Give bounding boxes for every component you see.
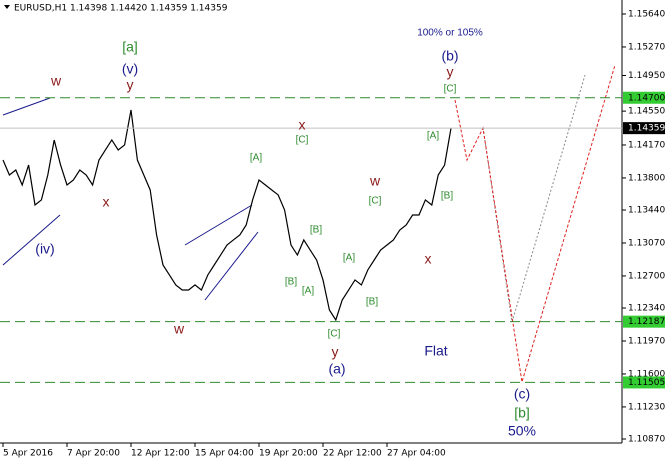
level-box: [623, 91, 665, 104]
wave-label: 100% or 105%: [417, 28, 483, 39]
channel-line: [2, 214, 61, 266]
price-line: [2, 109, 452, 322]
wave-label: [A]: [250, 153, 262, 164]
wave-label: [A]: [302, 286, 314, 297]
wave-label: w: [50, 73, 62, 89]
wave-label: [C]: [444, 84, 457, 95]
wave-label: [C]: [328, 329, 341, 340]
y-tick-label: 1.14170: [628, 140, 665, 150]
x-tick-label: 15 Apr 04:00: [195, 449, 254, 459]
x-tick-label: 5 Apr 2016: [3, 449, 53, 459]
wave-label: y: [127, 77, 134, 93]
wave-label: w: [369, 173, 381, 189]
title-marker: [4, 5, 10, 9]
y-tick-label: 1.10870: [628, 435, 665, 445]
wave-label: x: [103, 194, 110, 210]
wave-label: (b): [441, 48, 458, 64]
wave-label: x: [425, 251, 432, 267]
wave-label: [B]: [441, 191, 453, 202]
wave-label: [A]: [427, 131, 439, 142]
x-tick-label: 19 Apr 20:00: [259, 449, 318, 459]
y-tick-label: 1.11600: [628, 369, 665, 379]
x-tick-label: 12 Apr 12:00: [131, 449, 190, 459]
channel-line: [2, 97, 51, 116]
wave-label: (c): [514, 386, 530, 402]
level-label: 1.14700: [628, 93, 665, 103]
y-tick-label: 1.12700: [628, 271, 665, 281]
wave-label: w: [173, 321, 185, 337]
wave-label: (iv): [35, 241, 54, 257]
x-tick-label: 7 Apr 20:00: [67, 449, 120, 459]
wave-label: (a): [328, 361, 345, 377]
y-tick-label: 1.13800: [628, 173, 665, 183]
y-tick-label: 1.13440: [628, 206, 665, 216]
y-tick-label: 1.15270: [628, 42, 665, 52]
level-label: 1.12187: [628, 317, 665, 327]
wave-label: [B]: [310, 225, 322, 236]
wave-label: (v): [122, 61, 138, 77]
level-label: 1.14359: [628, 124, 665, 134]
wave-label: y: [447, 64, 454, 80]
y-tick-label: 1.13070: [628, 238, 665, 248]
y-tick-label: 1.12340: [628, 304, 665, 314]
wave-label: y: [332, 344, 339, 360]
level-box: [623, 315, 665, 328]
y-tick-label: 1.14550: [628, 107, 665, 117]
wave-label: 50%: [508, 423, 536, 439]
wave-label: [A]: [343, 253, 355, 264]
wave-label: [C]: [296, 135, 309, 146]
y-tick-label: 1.14950: [628, 71, 665, 81]
y-tick-label: 1.11230: [628, 402, 665, 412]
x-tick-label: 22 Apr 12:00: [323, 449, 382, 459]
level-box: [623, 376, 665, 389]
wave-label: [b]: [514, 405, 530, 421]
channel-line: [204, 231, 259, 301]
wave-label: [B]: [285, 277, 297, 288]
y-tick-label: 1.15640: [628, 10, 665, 20]
level-label: 1.11505: [628, 378, 665, 388]
wave-label: x: [299, 117, 306, 133]
wave-label: [a]: [122, 39, 138, 55]
level-box: [623, 122, 665, 135]
x-tick-label: 27 Apr 04:00: [387, 449, 446, 459]
chart-title: EURUSD,H1 1.14398 1.14420 1.14359 1.1435…: [14, 4, 228, 14]
channel-line: [184, 204, 253, 246]
wave-label: [B]: [366, 297, 378, 308]
wave-label: Flat: [424, 343, 447, 359]
wave-label: [C]: [369, 196, 382, 207]
channel-lines: [2, 97, 259, 301]
y-tick-label: 1.11970: [628, 336, 665, 346]
